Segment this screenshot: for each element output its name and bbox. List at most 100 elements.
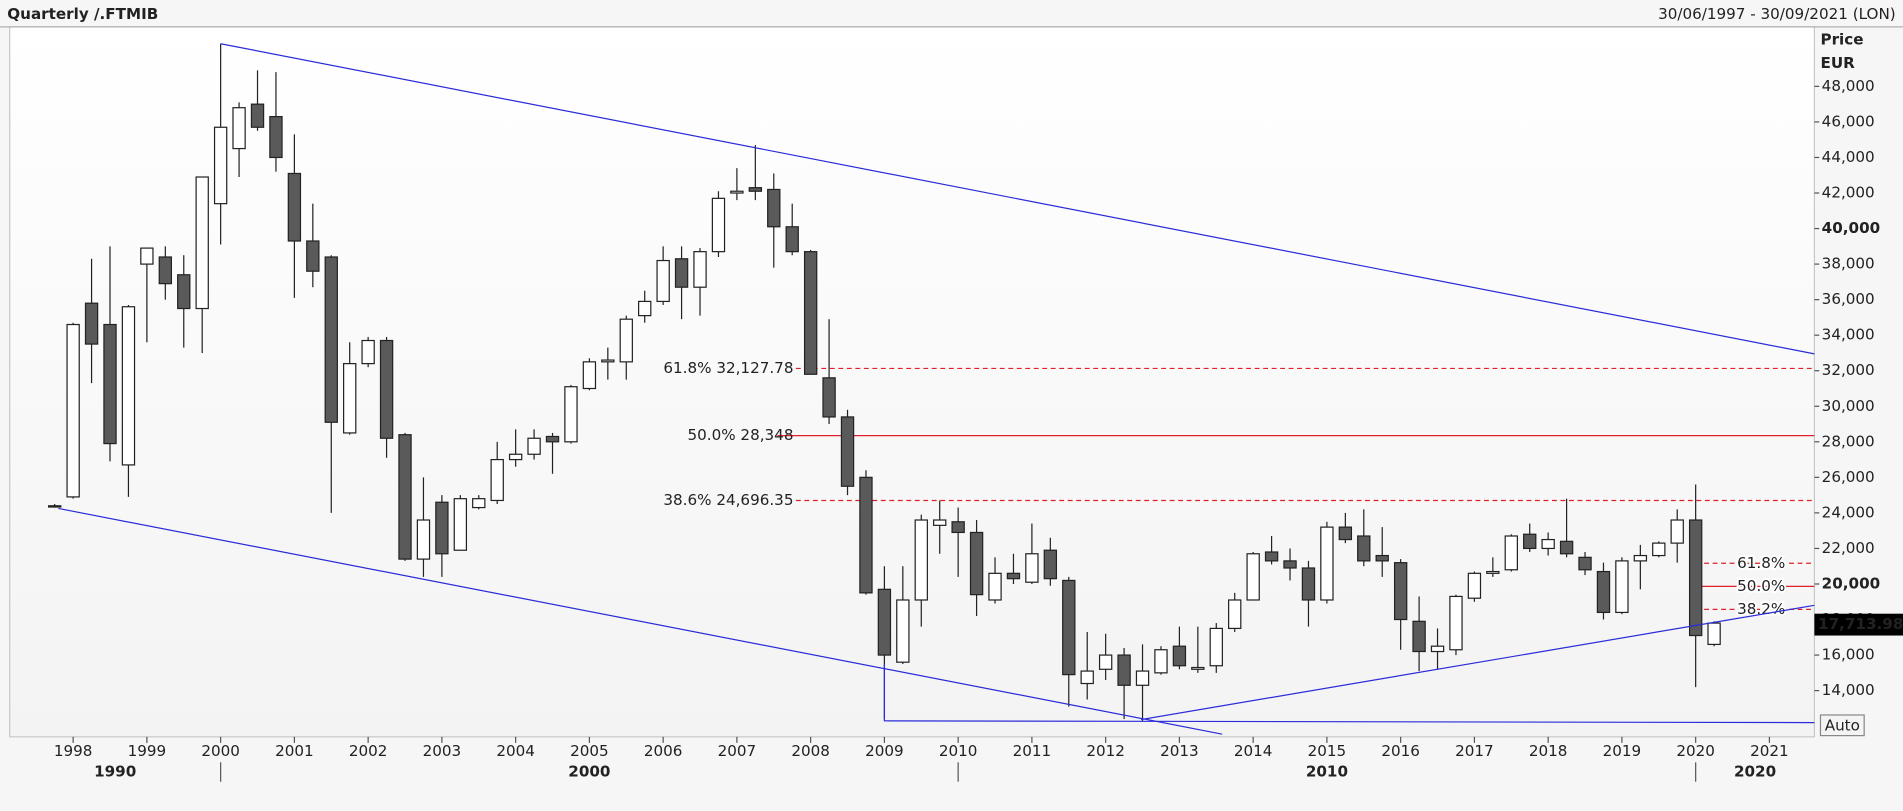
candle-body xyxy=(1541,538,1555,550)
candle-body xyxy=(1098,654,1113,670)
candle-body xyxy=(343,363,357,434)
candle-body xyxy=(1154,649,1168,674)
decade-label: 2010 xyxy=(1306,763,1348,781)
candle-body xyxy=(1043,549,1058,580)
x-tick-label: 2018 xyxy=(1529,742,1568,760)
candle-body xyxy=(1338,526,1353,541)
candle-body xyxy=(1596,570,1611,614)
candle-body xyxy=(1688,519,1703,637)
candle-body xyxy=(933,519,947,526)
fib-label: 61.8% 32,127.78 xyxy=(663,359,793,377)
fib-label: 61.8% xyxy=(1737,554,1785,572)
decade-label: 2020 xyxy=(1734,763,1776,781)
candle-body xyxy=(1246,553,1260,601)
candle-body xyxy=(1670,519,1684,544)
y-tick-label: 32,000 xyxy=(1822,361,1875,379)
candle-body xyxy=(1209,627,1223,667)
candle-body xyxy=(1264,551,1279,562)
candle-body xyxy=(84,302,99,345)
candle-body xyxy=(951,521,965,534)
candle-body xyxy=(177,274,191,310)
trendline xyxy=(220,43,1815,355)
candle-body xyxy=(213,126,228,205)
candle-body xyxy=(1633,554,1648,562)
candle-body xyxy=(287,172,302,242)
candle-body xyxy=(693,251,707,288)
candle-body xyxy=(564,386,578,443)
candle-body xyxy=(250,103,265,128)
x-tick-label: 2017 xyxy=(1455,742,1494,760)
candle-body xyxy=(472,498,486,509)
x-tick-label: 2011 xyxy=(1013,742,1052,760)
candle-body xyxy=(324,256,338,423)
candle-body xyxy=(1504,535,1518,571)
candle-body xyxy=(121,306,136,466)
decade-label: 2000 xyxy=(568,763,610,781)
axes: 14,00016,00018,00020,00022,00024,00026,0… xyxy=(54,77,1903,782)
candle-body xyxy=(545,435,560,443)
x-tick-label: 2002 xyxy=(349,742,388,760)
y-tick-label: 20,000 xyxy=(1822,574,1881,592)
candle-body xyxy=(1467,572,1482,599)
candle-body xyxy=(306,240,320,272)
candle-body xyxy=(730,190,744,194)
fib-label: 38.6% 24,696.35 xyxy=(663,491,793,509)
y-tick-label: 36,000 xyxy=(1822,290,1875,308)
candle-body xyxy=(656,259,670,303)
auto-button-box[interactable] xyxy=(1819,714,1865,737)
candle-body xyxy=(601,359,615,363)
x-tick-label: 2003 xyxy=(423,742,462,760)
x-tick-label: 2000 xyxy=(201,742,240,760)
candle-body xyxy=(269,115,283,159)
y-tick-label: 40,000 xyxy=(1822,219,1881,237)
candle-body xyxy=(1283,560,1297,569)
candle-body xyxy=(840,416,855,487)
plot: 61.8% 32,127.78 50.0% 28,348 38.6% 24,696.… xyxy=(48,43,1815,735)
candle-body xyxy=(969,531,984,596)
x-tick-label: 2019 xyxy=(1603,742,1642,760)
candle-body xyxy=(1430,645,1445,653)
trendline xyxy=(1140,604,1815,721)
candle-body xyxy=(1375,554,1389,562)
candle-body xyxy=(66,323,80,498)
candle-body xyxy=(767,188,781,228)
candle-body xyxy=(748,187,763,192)
candle-body xyxy=(619,318,633,363)
y-tick-label: 24,000 xyxy=(1822,503,1875,521)
candle-body xyxy=(1615,560,1629,614)
x-tick-label: 2006 xyxy=(644,742,683,760)
x-tick-label: 2016 xyxy=(1381,742,1420,760)
date-range: 30/06/1997 - 30/09/2021 (LON) xyxy=(1658,5,1896,23)
candle-body xyxy=(803,251,818,375)
candle-body xyxy=(1228,599,1242,630)
candle-body xyxy=(1486,570,1500,574)
x-tick-label: 2021 xyxy=(1750,742,1789,760)
x-tick-label: 2015 xyxy=(1308,742,1347,760)
auto-button[interactable]: Auto xyxy=(1819,714,1865,737)
x-tick-label: 2004 xyxy=(496,742,535,760)
candle-body xyxy=(1117,654,1131,686)
candle-body xyxy=(1559,540,1574,555)
y-tick-label: 42,000 xyxy=(1822,184,1875,202)
x-tick-label: 2009 xyxy=(865,742,904,760)
candle-body xyxy=(1025,553,1039,583)
candle-body xyxy=(416,519,431,560)
x-tick-label: 2008 xyxy=(791,742,830,760)
trendline xyxy=(58,507,1223,735)
candle-body xyxy=(361,339,375,365)
candle-body xyxy=(232,107,246,150)
candle-body xyxy=(435,501,449,555)
x-tick-label: 2001 xyxy=(275,742,314,760)
candle-body xyxy=(140,247,154,265)
candle-body xyxy=(1062,579,1076,676)
x-tick-label: 2014 xyxy=(1234,742,1273,760)
candle-body xyxy=(508,453,523,461)
candle-body xyxy=(896,599,910,663)
candle-body xyxy=(1135,670,1150,686)
x-tick-label: 2020 xyxy=(1676,742,1715,760)
y-tick-label: 16,000 xyxy=(1822,646,1875,664)
auto-button-label[interactable]: Auto xyxy=(1825,716,1860,734)
y-tick-label: 34,000 xyxy=(1822,326,1875,344)
candle-body xyxy=(674,258,689,288)
candle-body xyxy=(398,434,412,560)
